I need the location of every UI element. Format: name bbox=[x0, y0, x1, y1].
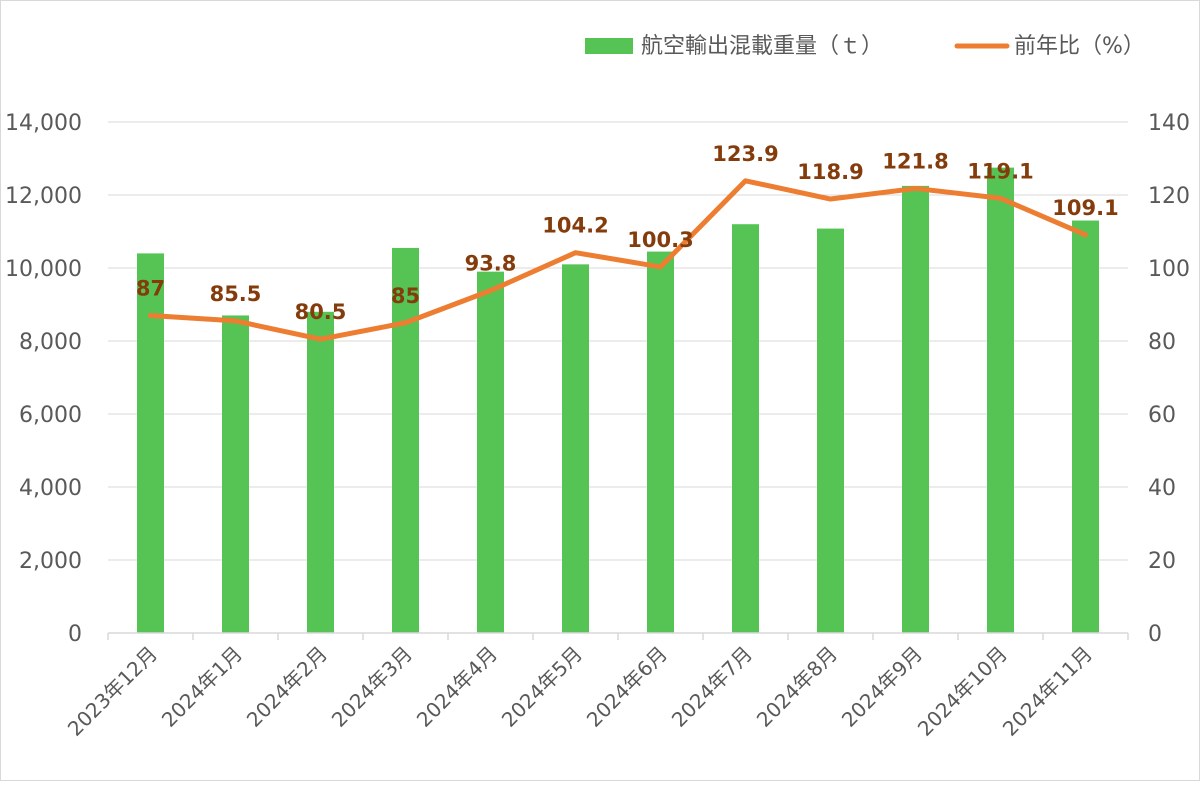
bar bbox=[392, 247, 419, 634]
bar bbox=[647, 251, 674, 633]
left-tick-label: 8,000 bbox=[19, 330, 82, 355]
gridlines bbox=[108, 121, 1128, 634]
data-label: 123.9 bbox=[712, 142, 778, 166]
bar bbox=[307, 311, 334, 633]
data-label: 109.1 bbox=[1052, 196, 1118, 220]
bar bbox=[222, 315, 249, 633]
legend-line-label: 前年比（%） bbox=[1014, 34, 1145, 59]
legend-bar-swatch bbox=[585, 38, 633, 54]
right-tick-label: 0 bbox=[1148, 622, 1162, 647]
left-tick-label: 2,000 bbox=[19, 549, 82, 574]
bar bbox=[817, 228, 844, 633]
data-label: 85 bbox=[391, 284, 420, 308]
right-tick-label: 100 bbox=[1148, 257, 1190, 282]
data-label: 85.5 bbox=[210, 282, 262, 306]
left-tick-label: 6,000 bbox=[19, 403, 82, 428]
legend-bar-label: 航空輸出混載重量（ｔ） bbox=[641, 34, 883, 59]
data-label: 87 bbox=[136, 276, 165, 300]
right-tick-label: 80 bbox=[1148, 330, 1176, 355]
right-tick-label: 120 bbox=[1148, 184, 1190, 209]
left-tick-label: 0 bbox=[68, 622, 82, 647]
right-tick-label: 140 bbox=[1148, 111, 1190, 136]
bar bbox=[137, 253, 164, 633]
bar bbox=[477, 271, 504, 633]
yoy-line bbox=[148, 178, 1088, 342]
left-tick-label: 14,000 bbox=[5, 111, 82, 136]
bar bbox=[902, 185, 929, 633]
right-tick-label: 20 bbox=[1148, 549, 1176, 574]
data-label: 80.5 bbox=[295, 300, 347, 324]
data-label: 104.2 bbox=[542, 214, 608, 238]
bar bbox=[732, 224, 759, 633]
right-axis: 0 20 40 60 80 100 120 140 bbox=[1148, 111, 1190, 647]
left-tick-label: 4,000 bbox=[19, 476, 82, 501]
data-label: 100.3 bbox=[627, 228, 693, 252]
line-series bbox=[148, 178, 1088, 342]
left-tick-label: 10,000 bbox=[5, 257, 82, 282]
right-tick-label: 60 bbox=[1148, 403, 1176, 428]
data-label: 118.9 bbox=[797, 160, 863, 184]
legend: 航空輸出混載重量（ｔ） 前年比（%） bbox=[585, 34, 1145, 59]
bar bbox=[562, 264, 589, 633]
left-axis: 0 2,000 4,000 6,000 8,000 10,000 12,000 14,000 bbox=[5, 111, 82, 647]
data-label: 119.1 bbox=[967, 159, 1033, 183]
data-label: 121.8 bbox=[882, 149, 948, 173]
bar bbox=[987, 167, 1014, 633]
bar bbox=[1072, 220, 1099, 634]
right-tick-label: 40 bbox=[1148, 476, 1176, 501]
data-label: 93.8 bbox=[465, 252, 517, 276]
data-labels: 87 85.5 80.5 85 93.8 104.2 100.3 123.9 118.9 121.… bbox=[136, 142, 1119, 324]
bar-series bbox=[137, 167, 1099, 634]
left-tick-label: 12,000 bbox=[5, 184, 82, 209]
